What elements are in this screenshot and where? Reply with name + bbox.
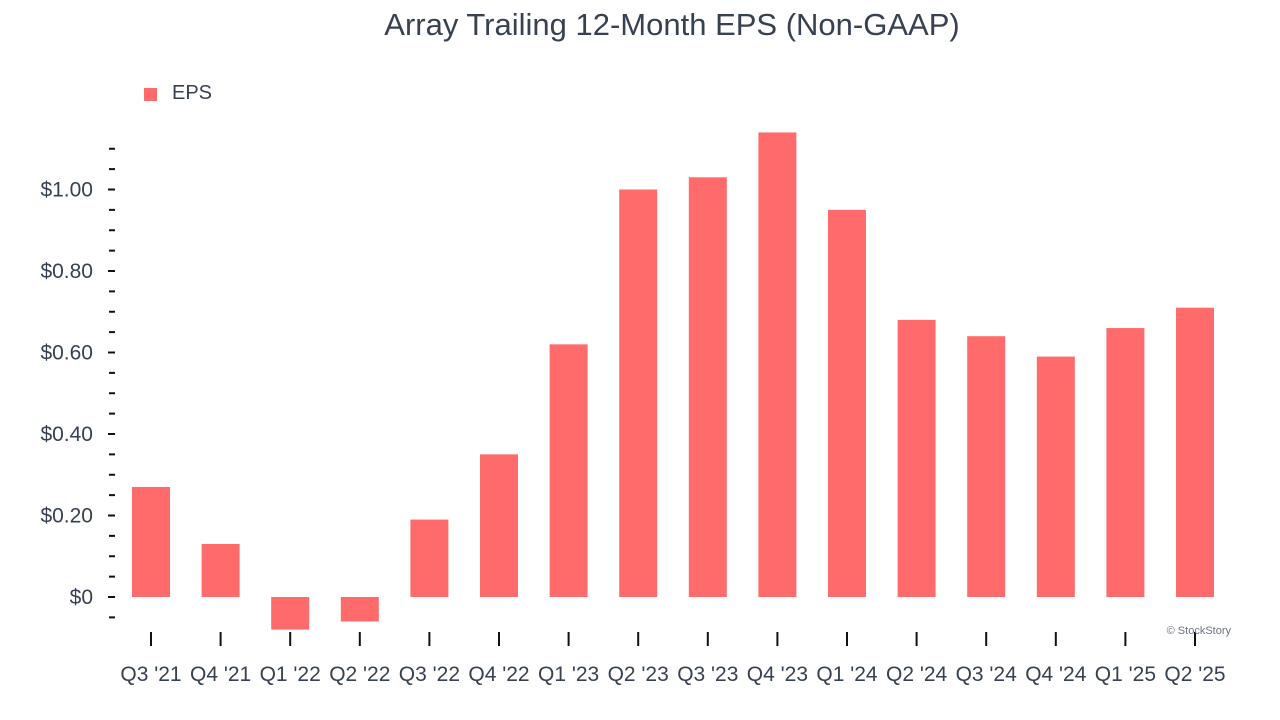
x-tick-label: Q3 '24 bbox=[956, 663, 1018, 686]
legend-swatch-eps bbox=[144, 88, 157, 101]
bar-q1-24 bbox=[828, 209, 866, 597]
bar-q2-22 bbox=[340, 597, 379, 622]
bar-q1-25 bbox=[1106, 328, 1145, 597]
x-tick-label: Q2 '22 bbox=[329, 663, 390, 686]
bar-q3-22 bbox=[410, 519, 449, 597]
bar-q2-23 bbox=[619, 189, 658, 597]
x-tick-label: Q4 '22 bbox=[468, 663, 529, 686]
x-tick-label: Q3 '21 bbox=[120, 663, 181, 686]
bar-q2-24 bbox=[897, 319, 936, 597]
x-tick-label: Q3 '23 bbox=[677, 663, 738, 686]
bar-q4-21 bbox=[201, 544, 240, 597]
legend-label-eps: EPS bbox=[172, 82, 212, 104]
x-tick-label: Q4 '21 bbox=[190, 663, 251, 686]
x-tick-label: Q1 '24 bbox=[816, 663, 878, 686]
x-tick-label: Q1 '25 bbox=[1095, 663, 1156, 686]
bar-q4-24 bbox=[1036, 356, 1075, 597]
bar-q2-25 bbox=[1176, 307, 1214, 597]
chart-title: Array Trailing 12-Month EPS (Non-GAAP) bbox=[384, 7, 959, 42]
x-tick-label: Q1 '23 bbox=[538, 663, 599, 686]
bar-q1-23 bbox=[549, 344, 588, 597]
legend: EPS bbox=[144, 82, 212, 104]
x-tick-label: Q3 '22 bbox=[399, 663, 460, 686]
bar-q3-21 bbox=[132, 486, 170, 597]
bar-q3-23 bbox=[688, 177, 727, 597]
bars bbox=[132, 132, 1214, 630]
bar-q4-22 bbox=[480, 454, 518, 597]
y-axis: $0 $0.20 $0.40 $0.60 $0.80 $1.00 bbox=[40, 147, 115, 619]
y-tick-label: $0.80 bbox=[40, 260, 93, 283]
y-tick-label: $0.60 bbox=[40, 342, 93, 365]
stockstory-credit: © StockStory bbox=[1167, 625, 1232, 637]
x-tick-label: Q2 '25 bbox=[1164, 663, 1225, 686]
bar-q1-22 bbox=[271, 597, 310, 630]
x-tick-label: Q4 '23 bbox=[747, 663, 808, 686]
x-tick-label: Q2 '23 bbox=[608, 663, 669, 686]
x-axis: Q3 '21 Q4 '21 Q1 '22 Q2 '22 Q3 '22 Q4 '22 Q1 '… bbox=[120, 632, 1226, 686]
x-tick-label: Q4 '24 bbox=[1025, 663, 1087, 686]
y-tick-label: $0.20 bbox=[40, 505, 93, 528]
bar-q4-23 bbox=[758, 132, 797, 597]
y-tick-label: $0 bbox=[70, 586, 93, 609]
x-tick-label: Q1 '22 bbox=[260, 663, 321, 686]
x-tick-label: Q2 '24 bbox=[886, 663, 948, 686]
bar-q3-24 bbox=[967, 336, 1006, 597]
y-tick-label: $0.40 bbox=[40, 423, 93, 446]
y-tick-label: $1.00 bbox=[40, 179, 93, 202]
